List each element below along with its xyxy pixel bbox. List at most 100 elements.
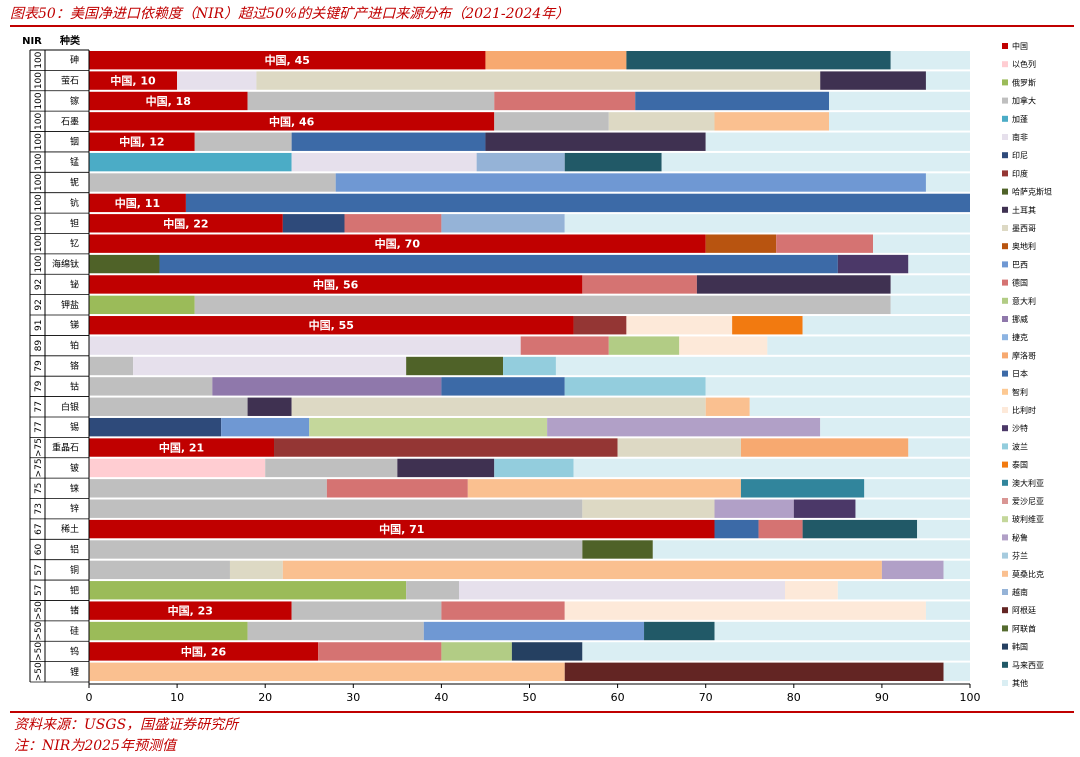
legend-swatch bbox=[1002, 352, 1008, 359]
nir-value: >50 bbox=[34, 621, 44, 640]
bar-segment bbox=[855, 499, 970, 518]
bar-segment bbox=[564, 601, 926, 620]
bar-segment bbox=[89, 397, 248, 416]
bar-segment bbox=[608, 112, 715, 131]
bar-segment bbox=[89, 438, 275, 457]
nir-value: 100 bbox=[34, 72, 44, 89]
legend-label: 秘鲁 bbox=[1012, 532, 1028, 542]
source-note: 资料来源：USGS，国盛证券研究所 bbox=[14, 717, 239, 733]
bar-segment bbox=[344, 214, 442, 233]
bar-row bbox=[89, 540, 970, 559]
legend-label: 以色列 bbox=[1012, 59, 1036, 69]
legend-label: 中国 bbox=[1012, 41, 1028, 51]
legend-swatch bbox=[1002, 680, 1008, 686]
bar-segment bbox=[159, 254, 838, 274]
legend-swatch bbox=[1002, 188, 1008, 195]
bar-segment bbox=[335, 173, 926, 192]
legend-swatch bbox=[1002, 334, 1008, 341]
mineral-label: 硅 bbox=[70, 625, 79, 637]
bar-segment bbox=[229, 560, 283, 580]
x-tick-label: 70 bbox=[699, 691, 713, 704]
nir-value: 89 bbox=[34, 340, 44, 352]
bar-segment bbox=[829, 112, 970, 131]
bar-segment bbox=[485, 51, 627, 70]
bar-segment bbox=[194, 132, 292, 151]
bar-segment bbox=[837, 254, 909, 274]
nir-value: 57 bbox=[34, 564, 44, 575]
legend-swatch bbox=[1002, 279, 1008, 286]
data-label: 中国, 21 bbox=[159, 441, 204, 455]
legend-label: 捷克 bbox=[1012, 332, 1028, 342]
bar-segment bbox=[661, 152, 970, 172]
nir-value: >50 bbox=[34, 642, 44, 661]
bar-segment bbox=[564, 377, 706, 396]
mineral-label: 钪 bbox=[70, 197, 79, 209]
nir-value: 100 bbox=[34, 214, 44, 231]
data-label: 中国, 23 bbox=[168, 604, 213, 618]
legend-label: 巴西 bbox=[1012, 260, 1028, 269]
nir-value: 100 bbox=[34, 255, 44, 272]
legend-swatch bbox=[1002, 661, 1008, 668]
bar-segment bbox=[89, 540, 583, 559]
mineral-label: 铬 bbox=[70, 360, 79, 372]
mineral-label: 白银 bbox=[61, 401, 79, 413]
legend-swatch bbox=[1002, 97, 1008, 104]
bar-segment bbox=[485, 132, 706, 151]
bar-segment bbox=[441, 601, 565, 620]
mineral-label: 钯 bbox=[70, 584, 79, 596]
bar-segment bbox=[89, 479, 327, 498]
legend-label: 挪威 bbox=[1012, 314, 1028, 324]
legend-label: 智利 bbox=[1012, 387, 1028, 397]
legend-label: 爱沙尼亚 bbox=[1012, 497, 1044, 506]
legend-label: 马来西亚 bbox=[1012, 661, 1044, 670]
legend-swatch bbox=[1002, 607, 1008, 614]
legend-label: 加蓬 bbox=[1012, 114, 1028, 124]
legend-label: 韩国 bbox=[1012, 642, 1028, 652]
bar-segment bbox=[212, 377, 442, 396]
bar-segment bbox=[494, 91, 636, 111]
bar-segment bbox=[291, 397, 706, 416]
bar-segment bbox=[89, 560, 230, 580]
mineral-label: 锗 bbox=[70, 605, 79, 617]
legend-label: 印度 bbox=[1012, 168, 1028, 178]
bar-segment bbox=[291, 601, 442, 620]
mineral-label: 钇 bbox=[70, 238, 79, 250]
bar-row: 中国, 71 bbox=[89, 519, 970, 539]
x-tick-label: 50 bbox=[523, 691, 537, 704]
legend-swatch bbox=[1002, 388, 1008, 395]
nir-value: 100 bbox=[34, 174, 44, 191]
mineral-label: 锡 bbox=[70, 422, 79, 433]
x-tick-label: 60 bbox=[611, 691, 625, 704]
bar-segment bbox=[802, 316, 970, 335]
bar-segment bbox=[265, 458, 398, 478]
mineral-label: 砷 bbox=[70, 55, 79, 66]
legend-swatch bbox=[1002, 134, 1008, 140]
bar-segment bbox=[476, 152, 565, 172]
bar-segment bbox=[423, 621, 645, 641]
nir-value: 100 bbox=[34, 194, 44, 211]
nir-value: 57 bbox=[34, 585, 44, 596]
bar-row: 中国, 10 bbox=[89, 71, 970, 90]
bar-segment bbox=[890, 295, 970, 315]
bar-segment bbox=[564, 214, 970, 233]
mineral-label: 锌 bbox=[70, 503, 79, 515]
bar-segment bbox=[177, 71, 257, 90]
legend-label: 沙特 bbox=[1012, 423, 1028, 433]
bar-segment bbox=[89, 295, 195, 315]
x-tick-label: 100 bbox=[960, 691, 981, 704]
mineral-label: 铍 bbox=[70, 462, 79, 474]
bar-row bbox=[89, 377, 970, 396]
legend-swatch bbox=[1002, 152, 1008, 159]
bar-segment bbox=[644, 621, 715, 641]
bar-segment bbox=[326, 479, 468, 498]
bar-segment bbox=[89, 214, 283, 233]
bar-row: 中国, 11 bbox=[89, 193, 970, 213]
bar-segment bbox=[89, 234, 706, 253]
bar-segment bbox=[547, 417, 821, 437]
bar-segment bbox=[89, 71, 178, 90]
legend-swatch bbox=[1002, 115, 1008, 122]
bar-segment bbox=[908, 254, 970, 274]
bar-row bbox=[89, 295, 970, 315]
legend-label: 土耳其 bbox=[1012, 205, 1036, 215]
bar-row bbox=[89, 152, 970, 172]
